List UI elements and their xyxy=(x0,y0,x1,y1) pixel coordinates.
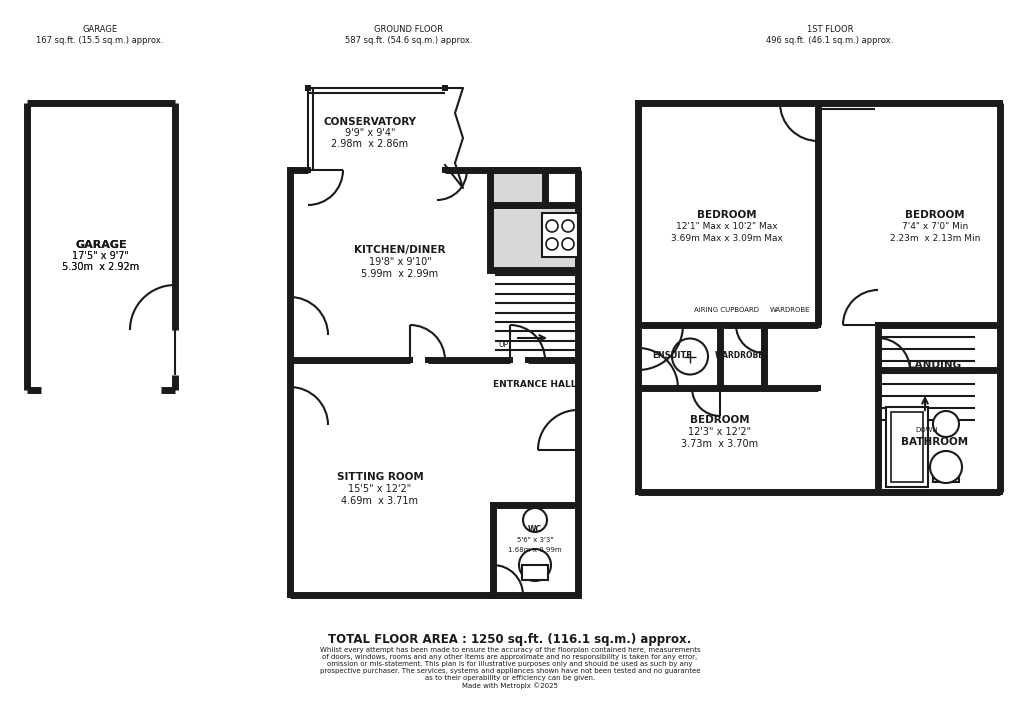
Text: 5.30m  x 2.92m: 5.30m x 2.92m xyxy=(62,262,140,272)
Text: 9'9" x 9'4": 9'9" x 9'4" xyxy=(344,128,395,138)
Text: AIRING CUPBOARD: AIRING CUPBOARD xyxy=(694,307,759,313)
Text: LANDING: LANDING xyxy=(908,360,961,370)
Text: GARAGE
167 sq.ft. (15.5 sq.m.) approx.: GARAGE 167 sq.ft. (15.5 sq.m.) approx. xyxy=(37,25,163,44)
Bar xyxy=(522,565,547,580)
Text: BATHROOM: BATHROOM xyxy=(901,437,968,447)
Text: 12'1" Max x 10'2" Max: 12'1" Max x 10'2" Max xyxy=(676,223,777,231)
Text: WARDROBE: WARDROBE xyxy=(769,307,809,313)
Text: 15'5" x 12'2": 15'5" x 12'2" xyxy=(348,484,412,494)
Bar xyxy=(489,205,578,270)
Text: 5'6" x 3'3": 5'6" x 3'3" xyxy=(517,537,552,543)
Text: BEDROOM: BEDROOM xyxy=(697,210,756,220)
Circle shape xyxy=(519,549,550,581)
Text: 19'8" x 9'10": 19'8" x 9'10" xyxy=(368,257,431,267)
Text: 12'3" x 12'2": 12'3" x 12'2" xyxy=(688,427,751,437)
Bar xyxy=(492,505,578,595)
Text: 3.73m  x 3.70m: 3.73m x 3.70m xyxy=(681,439,758,449)
Text: 7'4" x 7'0" Min: 7'4" x 7'0" Min xyxy=(901,223,967,231)
Circle shape xyxy=(672,338,707,374)
Circle shape xyxy=(545,220,557,232)
Bar xyxy=(886,407,927,487)
Circle shape xyxy=(545,238,557,250)
Text: GARAGE: GARAGE xyxy=(75,240,126,250)
Text: CONSERVATORY: CONSERVATORY xyxy=(323,117,416,127)
Text: BEDROOM: BEDROOM xyxy=(904,210,964,220)
Text: 5.99m  x 2.99m: 5.99m x 2.99m xyxy=(361,269,438,279)
Text: 17'5" x 9'7": 17'5" x 9'7" xyxy=(72,251,129,261)
Text: Whilst every attempt has been made to ensure the accuracy of the floorplan conta: Whilst every attempt has been made to en… xyxy=(319,647,700,689)
Text: ENTRANCE HALL: ENTRANCE HALL xyxy=(493,381,576,389)
Text: WC: WC xyxy=(528,525,541,534)
Text: 17'5" x 9'7": 17'5" x 9'7" xyxy=(72,251,129,261)
Text: UP: UP xyxy=(497,341,507,350)
Text: 4.69m  x 3.71m: 4.69m x 3.71m xyxy=(341,496,418,506)
Text: 2.23m  x 2.13m Min: 2.23m x 2.13m Min xyxy=(889,235,979,243)
Text: 1.68m x 0.99m: 1.68m x 0.99m xyxy=(507,547,561,553)
Bar xyxy=(489,170,544,205)
Text: 1ST FLOOR
496 sq.ft. (46.1 sq.m.) approx.: 1ST FLOOR 496 sq.ft. (46.1 sq.m.) approx… xyxy=(765,25,893,44)
Bar xyxy=(891,412,922,482)
Text: GROUND FLOOR
587 sq.ft. (54.6 sq.m.) approx.: GROUND FLOOR 587 sq.ft. (54.6 sq.m.) app… xyxy=(344,25,472,44)
Text: GARAGE: GARAGE xyxy=(75,240,126,250)
Circle shape xyxy=(561,220,574,232)
Bar xyxy=(541,213,578,257)
Circle shape xyxy=(561,238,574,250)
Text: DOWN: DOWN xyxy=(915,427,937,433)
Text: WARDROBE: WARDROBE xyxy=(714,352,764,360)
Text: 3.69m Max x 3.09m Max: 3.69m Max x 3.09m Max xyxy=(671,235,783,243)
Text: SITTING ROOM: SITTING ROOM xyxy=(336,472,423,482)
Text: 5.30m  x 2.92m: 5.30m x 2.92m xyxy=(62,262,140,272)
Bar xyxy=(932,467,958,482)
Circle shape xyxy=(932,411,958,437)
Text: KITCHEN/DINER: KITCHEN/DINER xyxy=(354,245,445,255)
Text: BEDROOM: BEDROOM xyxy=(690,415,749,425)
Text: TOTAL FLOOR AREA : 1250 sq.ft. (116.1 sq.m.) approx.: TOTAL FLOOR AREA : 1250 sq.ft. (116.1 sq… xyxy=(328,634,691,646)
Text: ENSUITE: ENSUITE xyxy=(651,352,691,360)
Text: 2.98m  x 2.86m: 2.98m x 2.86m xyxy=(331,139,409,149)
Circle shape xyxy=(929,451,961,483)
Circle shape xyxy=(523,508,546,532)
